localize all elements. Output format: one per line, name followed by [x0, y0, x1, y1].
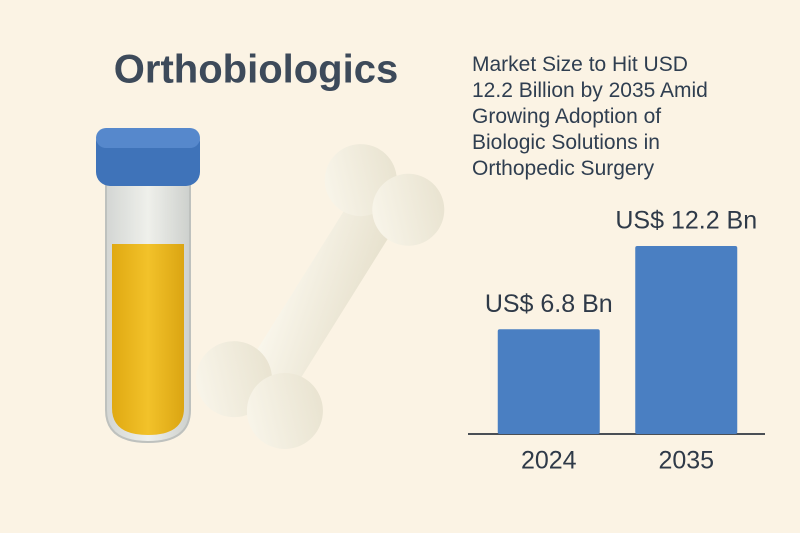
value-label: US$ 12.2 Bn [615, 207, 757, 235]
x-tick-label: 2035 [658, 447, 714, 475]
value-label: US$ 6.8 Bn [485, 290, 613, 318]
chart-subtitle: Market Size to Hit USD 12.2 Billion by 2… [472, 53, 708, 180]
x-tick-label: 2024 [521, 447, 577, 475]
chart-title: Orthobiologics [114, 48, 398, 92]
test-tube-illustration [96, 128, 200, 444]
bar [635, 246, 738, 434]
bar [497, 329, 600, 434]
bone-illustration [196, 144, 445, 449]
